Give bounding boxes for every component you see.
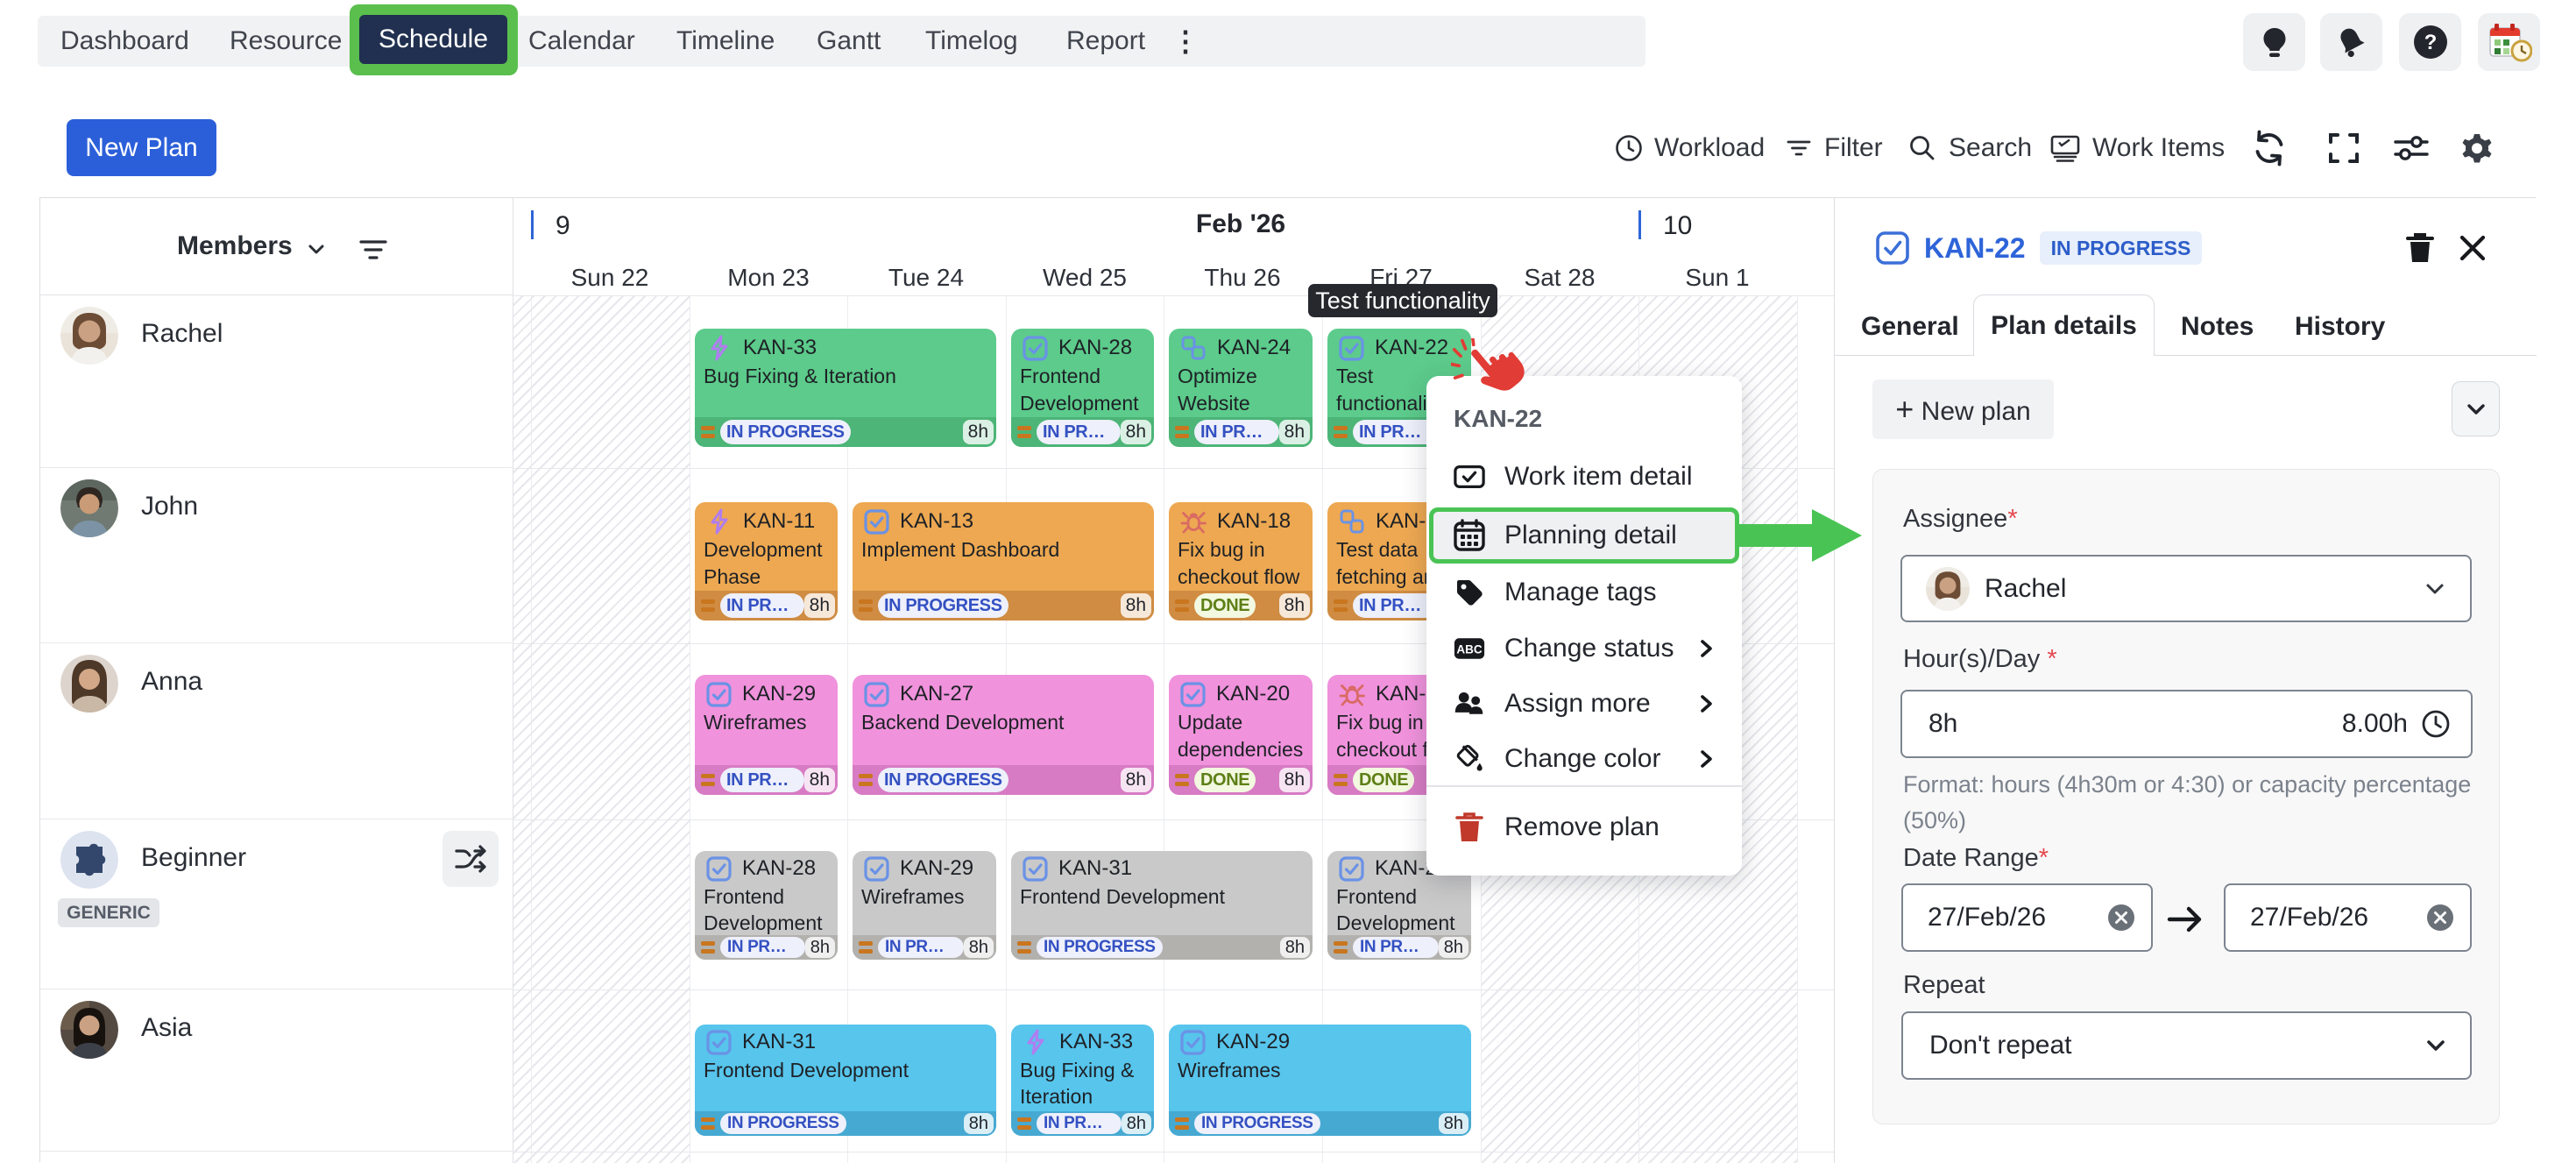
svg-text:ABC: ABC <box>1456 642 1482 656</box>
svg-text:?: ? <box>2424 31 2437 54</box>
